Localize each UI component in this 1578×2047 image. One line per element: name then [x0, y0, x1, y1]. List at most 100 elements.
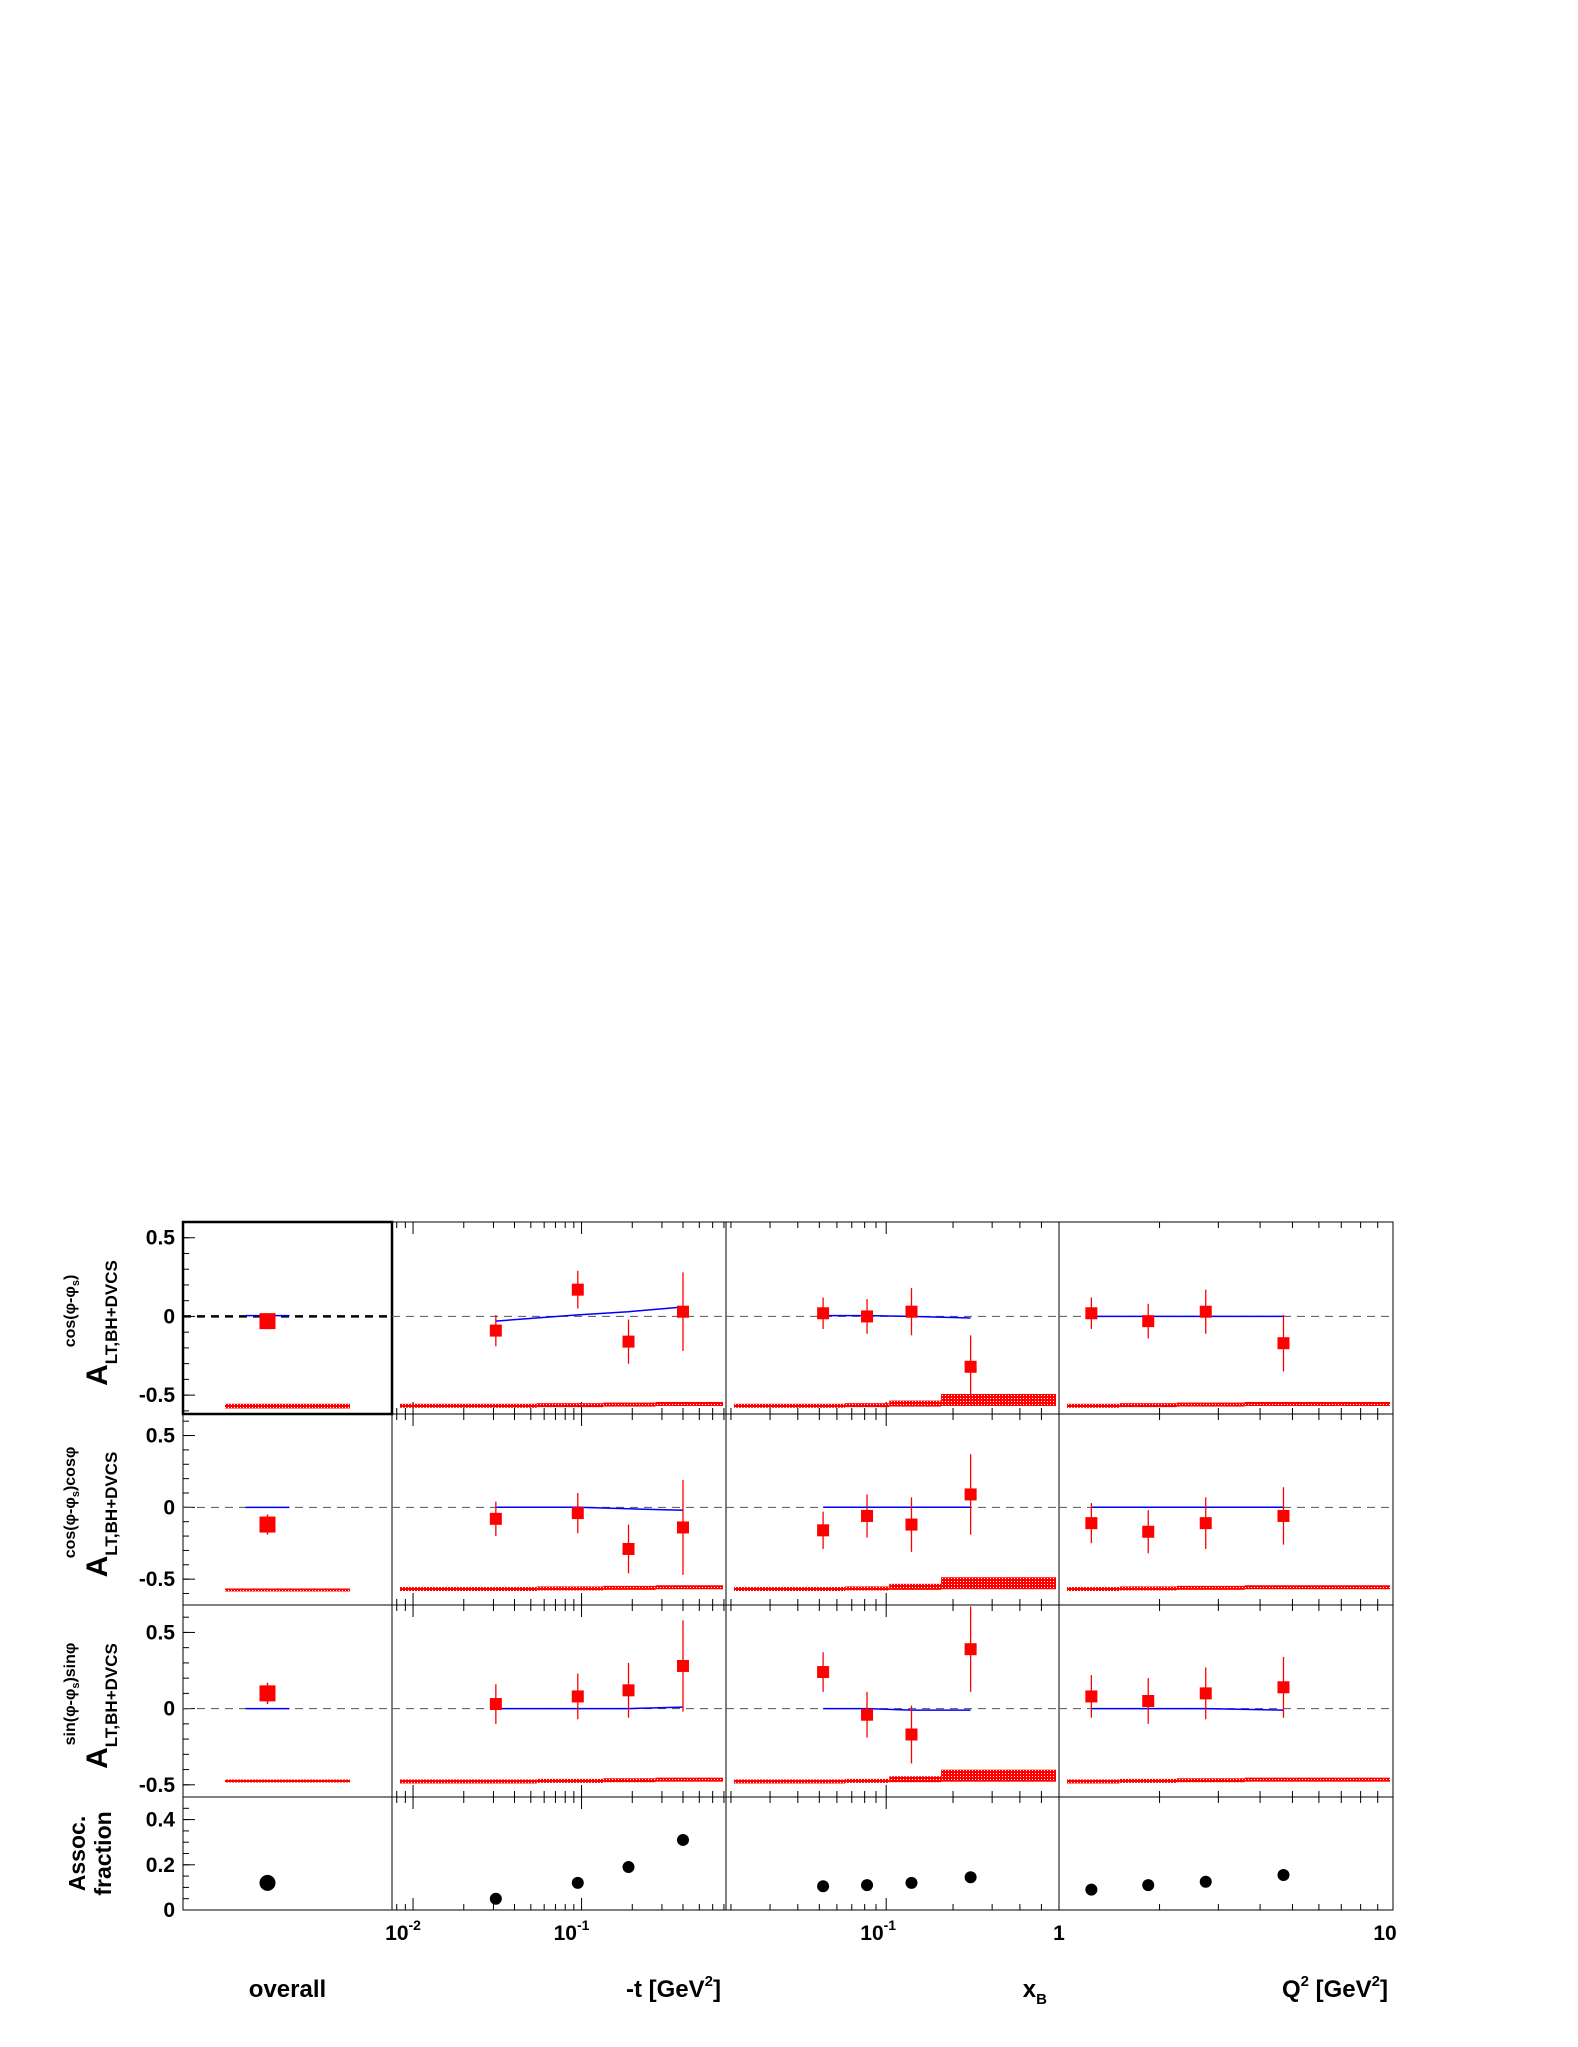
- assoc-fraction-point: [1085, 1883, 1098, 1896]
- systematic-band: [1119, 1778, 1177, 1783]
- systematic-band: [1067, 1779, 1120, 1784]
- y-label-line2: fraction: [90, 1811, 116, 1895]
- systematic-band: [845, 1586, 890, 1591]
- data-point: [489, 1698, 502, 1711]
- x-label-end: ]: [713, 1976, 721, 2003]
- y-label-sub: LT,BH+DVCS: [102, 1452, 121, 1556]
- x-tick-label-exp: -2: [409, 1917, 422, 1933]
- y-tick-label: -0.5: [139, 1384, 176, 1407]
- assoc-fraction-point: [861, 1879, 874, 1892]
- x-axis-label-Q2: Q2 [GeV2]: [1282, 1973, 1388, 2003]
- y-label-line1: Assoc.: [64, 1816, 90, 1891]
- systematic-band: [1176, 1585, 1245, 1590]
- y-axis-label-text: ALT,BH+DVCS: [81, 1260, 121, 1386]
- data-point: [1277, 1681, 1290, 1694]
- data-point: [676, 1521, 689, 1534]
- systematic-band: [845, 1778, 890, 1783]
- systematic-band: [1067, 1587, 1120, 1592]
- data-point: [964, 1643, 977, 1656]
- assoc-fraction-point: [676, 1833, 689, 1846]
- y-tick-label: -0.5: [139, 1568, 176, 1591]
- y-label-sup: cos(φ-φs): [62, 1275, 82, 1348]
- x-tick-label: 10-1: [554, 1917, 590, 1945]
- x-axis-label-xB: xB: [1023, 1976, 1047, 2008]
- y-label-base: A: [81, 1364, 114, 1386]
- panel-frame-r3-c0: [182, 1796, 393, 1911]
- panel-frame-r1-c0: [182, 1413, 393, 1606]
- systematic-band: [941, 1393, 1056, 1406]
- y-label-sup-end: ): [62, 1275, 79, 1280]
- systematic-band: [225, 1588, 350, 1592]
- x-tick-label-base: 10: [860, 1922, 883, 1945]
- y-label-sup: sin(φ-φs)sinφ: [62, 1643, 82, 1746]
- data-point: [622, 1684, 635, 1697]
- x-tick-label: 10: [1373, 1922, 1396, 1945]
- y-tick-label: -0.5: [139, 1774, 176, 1797]
- x-tick-label-base: 10: [385, 1922, 408, 1945]
- systematic-band: [655, 1777, 723, 1782]
- systematic-band: [734, 1587, 846, 1592]
- data-point: [1085, 1517, 1098, 1530]
- panel-frame-r3-c3: [1058, 1796, 1394, 1911]
- highlighted-panel-frame: [181, 1220, 394, 1416]
- y-tick-label: 0.2: [146, 1854, 175, 1877]
- systematic-band: [603, 1778, 656, 1783]
- y-tick-label: 0: [163, 1899, 175, 1922]
- data-point: [964, 1488, 977, 1501]
- panel-frame-r0-c0: [182, 1221, 393, 1415]
- data-point: [1277, 1337, 1290, 1350]
- systematic-band: [1067, 1403, 1120, 1408]
- data-point: [571, 1690, 584, 1703]
- systematic-band: [734, 1403, 846, 1408]
- y-axis-label: Assoc. fraction: [64, 1811, 116, 1895]
- data-point: [1142, 1695, 1155, 1707]
- assoc-fraction-point: [1277, 1868, 1290, 1881]
- data-point: [622, 1335, 635, 1348]
- data-point: [817, 1307, 830, 1320]
- x-tick-label: 10-2: [385, 1917, 421, 1945]
- assoc-fraction-point: [259, 1874, 276, 1891]
- y-tick-label: 0.5: [146, 1425, 176, 1448]
- x-label-main: -t [GeV: [626, 1976, 705, 2003]
- assoc-fraction-point: [1199, 1875, 1212, 1888]
- data-point: [571, 1283, 584, 1296]
- y-tick-label: 0: [163, 1698, 175, 1721]
- model-curve: [1091, 1707, 1284, 1711]
- systematic-band: [845, 1403, 890, 1408]
- assoc-fraction-point: [571, 1876, 584, 1889]
- systematic-band: [889, 1776, 942, 1783]
- y-label-base: A: [81, 1556, 114, 1578]
- y-label-sup-end: )sinφ: [62, 1643, 79, 1683]
- model-curve: [495, 1706, 684, 1710]
- systematic-band: [536, 1778, 604, 1783]
- y-tick-label: 0.4: [146, 1809, 176, 1832]
- data-point: [861, 1310, 874, 1323]
- systematic-band: [734, 1779, 846, 1784]
- data-point: [1142, 1525, 1155, 1538]
- x-label-sup2: 2: [1372, 1973, 1380, 1990]
- systematic-band: [1244, 1401, 1390, 1406]
- x-tick-label-base: 10: [554, 1922, 577, 1945]
- data-point: [489, 1512, 502, 1525]
- y-label-sup-sub: s: [70, 1280, 82, 1286]
- assoc-fraction-point: [905, 1876, 918, 1889]
- panel-frame-r0-c1: [391, 1221, 727, 1415]
- y-tick-label: 0.5: [146, 1227, 176, 1250]
- panel-frame-r1-c2: [725, 1413, 1060, 1606]
- x-tick-label-exp: -1: [577, 1917, 590, 1933]
- systematic-band: [400, 1403, 537, 1408]
- model-curve: [823, 1314, 971, 1319]
- model-curve: [823, 1707, 971, 1711]
- data-point: [1277, 1509, 1290, 1522]
- data-point: [676, 1305, 689, 1318]
- panel-frame-r3-c2: [725, 1796, 1060, 1911]
- data-point: [817, 1666, 830, 1679]
- systematic-band: [655, 1585, 723, 1590]
- y-label-sup-end: )cosφ: [62, 1447, 79, 1491]
- assoc-fraction-point: [622, 1861, 635, 1874]
- data-point: [964, 1360, 977, 1373]
